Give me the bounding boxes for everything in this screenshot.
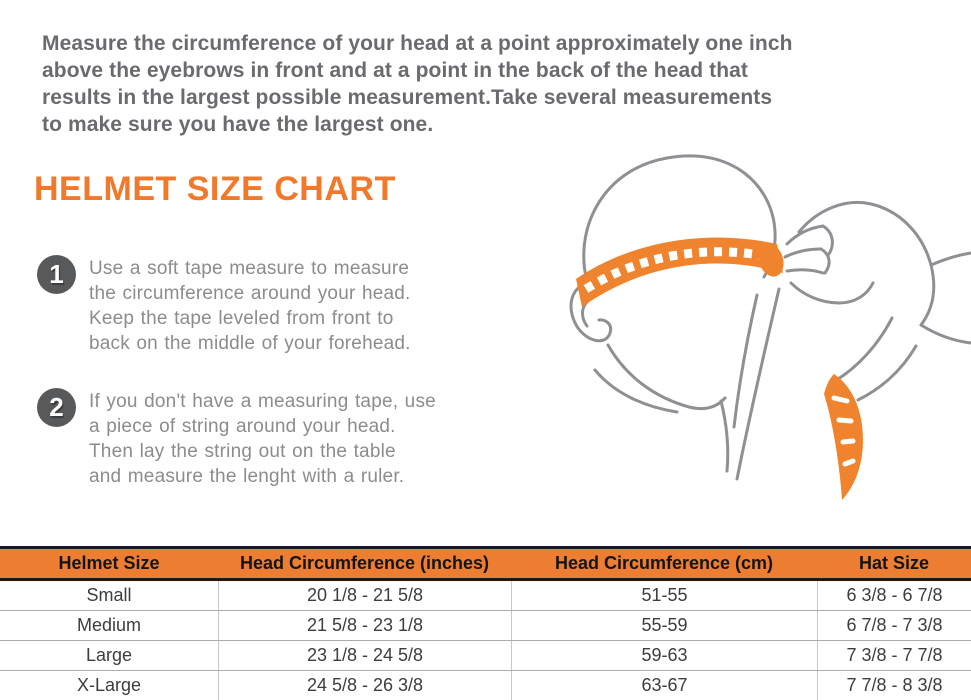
table-cell: 21 5/8 - 23 1/8 <box>218 611 511 640</box>
table-cell: 51-55 <box>511 581 817 610</box>
head-outline <box>569 154 781 481</box>
col-header-helmet-size: Helmet Size <box>58 553 160 573</box>
table-row-small: Small 20 1/8 - 21 5/8 51-55 6 3/8 - 6 7/… <box>0 581 971 611</box>
table-cell: X-Large <box>76 675 142 695</box>
table-cell: Small <box>86 585 132 605</box>
step-2-number-badge: 2 <box>37 388 76 427</box>
hand-and-arm <box>783 200 971 402</box>
table-row-medium: Medium 21 5/8 - 23 1/8 55-59 6 7/8 - 7 3… <box>0 611 971 641</box>
table-cell: Medium <box>76 615 142 635</box>
table-cell: Large <box>85 645 133 665</box>
size-table: Helmet Size Head Circumference (inches) … <box>0 546 971 700</box>
table-cell: 23 1/8 - 24 5/8 <box>218 641 511 670</box>
intro-paragraph: Measure the circumference of your head a… <box>42 32 793 136</box>
step-2-text: If you don't have a measuring tape, use … <box>89 391 436 487</box>
table-cell: 24 5/8 - 26 3/8 <box>218 671 511 700</box>
step-1-number-badge: 1 <box>37 255 76 294</box>
table-cell: 6 7/8 - 7 3/8 <box>817 611 971 640</box>
step-1: 1 Use a soft tape measure to measure the… <box>37 255 489 356</box>
table-cell: 59-63 <box>511 641 817 670</box>
tape-loose-end <box>824 374 863 500</box>
table-row-x-large: X-Large 24 5/8 - 26 3/8 63-67 7 7/8 - 8 … <box>0 671 971 700</box>
table-row-large: Large 23 1/8 - 24 5/8 59-63 7 3/8 - 7 7/… <box>0 641 971 671</box>
col-header-hat-size: Hat Size <box>858 553 930 573</box>
head-measurement-illustration <box>569 154 971 500</box>
table-cell: 7 7/8 - 8 3/8 <box>817 671 971 700</box>
table-cell: 6 3/8 - 6 7/8 <box>817 581 971 610</box>
tape-buckle <box>758 243 784 277</box>
table-cell: 55-59 <box>511 611 817 640</box>
step-2: 2 If you don't have a measuring tape, us… <box>37 388 489 489</box>
page-title: HELMET SIZE CHART <box>34 170 396 208</box>
table-cell: 20 1/8 - 21 5/8 <box>218 581 511 610</box>
table-cell: 63-67 <box>511 671 817 700</box>
table-cell: 7 3/8 - 7 7/8 <box>817 641 971 670</box>
measuring-tape <box>576 237 784 307</box>
col-header-circumference-inches: Head Circumference (inches) <box>239 553 490 573</box>
size-table-header-row: Helmet Size Head Circumference (inches) … <box>0 546 971 581</box>
col-header-circumference-cm: Head Circumference (cm) <box>554 553 774 573</box>
step-1-text: Use a soft tape measure to measure the c… <box>89 258 411 354</box>
